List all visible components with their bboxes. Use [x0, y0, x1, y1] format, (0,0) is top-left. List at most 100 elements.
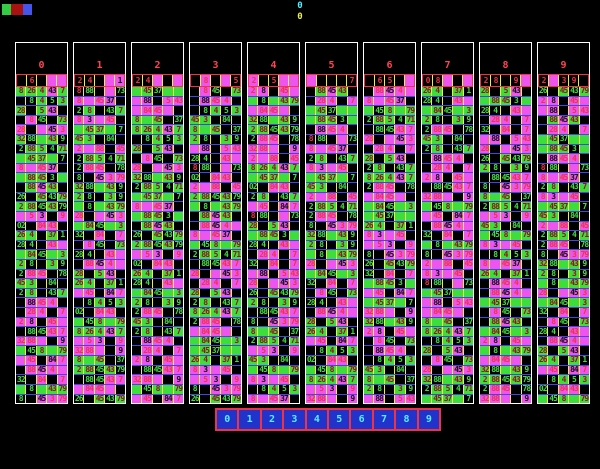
data-cell: 84 — [105, 288, 116, 298]
numpad-button-4[interactable]: 4 — [306, 410, 330, 429]
data-cell — [173, 211, 184, 221]
data-row: 8 43 79 — [480, 346, 532, 357]
numpad-button-2[interactable]: 2 — [261, 410, 285, 429]
data-cell — [521, 336, 532, 346]
data-cell: 45 — [558, 298, 570, 308]
data-cell — [538, 115, 549, 125]
data-row: 2 8 43 7 — [538, 183, 590, 193]
data-cell: 78 — [405, 183, 416, 192]
data-cell: 1 — [521, 269, 532, 279]
data-row: 28 4 43 — [132, 279, 184, 289]
data-cell: 7 — [57, 308, 68, 317]
data-cell: 4 — [558, 375, 570, 384]
column-9[interactable]: 9 2 3 9 26 45 43 79 2 8 45 88 5 43 88 45 43 28 4 7 45 37 88 45 3… — [537, 42, 590, 404]
column-1[interactable]: 1 2 4 1 8 88 73 8 45 37 2 8 43 7 8 3 45 45 37 7 45 3 84 2 88 45 2 8… — [73, 42, 126, 404]
column-6[interactable]: 6 6 5 88 45 4 8 45 37 45 8 79 2 88 5 4 71 88 45 43 7 28 45 3 28 4… — [363, 42, 416, 404]
data-cell: 3 — [173, 163, 184, 173]
data-row: 8 45 37 — [422, 317, 474, 328]
data-row: 02 84 43 — [190, 173, 242, 184]
data-cell: 79 — [115, 317, 126, 327]
numpad-button-9[interactable]: 9 — [418, 410, 440, 429]
data-row: 88 45 43 — [190, 211, 242, 222]
numpad-button-7[interactable]: 7 — [373, 410, 397, 429]
numpad-button-0[interactable]: 0 — [217, 410, 240, 429]
data-cell: 45 — [94, 163, 106, 173]
data-cell — [105, 231, 116, 240]
data-cell: 88 — [432, 279, 443, 288]
data-row: 2 88 45 78 — [248, 135, 300, 145]
data-cell — [152, 375, 164, 384]
data-cell: 7 — [579, 183, 590, 192]
column-3[interactable]: 3 8 5 8 45 73 88 45 4 8 4 5 3 45 3 84 8 45 37 2 8 3 9 88 5 43 28 4 4… — [189, 42, 242, 404]
data-row: 8 88 73 — [306, 135, 358, 145]
data-cell: 45 — [558, 250, 570, 259]
header-cell — [501, 75, 511, 86]
data-cell: 8 — [316, 288, 327, 298]
column-0[interactable]: 0 6 8 26 4 43 7 8 4 5 3 28 5 43 8 45 73 28 45 3 32 88 43 9 2 88 5 4… — [15, 42, 68, 404]
data-cell: 3 — [47, 173, 58, 183]
data-cell — [395, 375, 406, 384]
data-cell: 88 — [316, 231, 327, 240]
data-row: 2 8 45 — [132, 356, 184, 366]
data-cell: 88 — [142, 240, 153, 250]
numpad-button-1[interactable]: 1 — [239, 410, 262, 429]
data-cell: 28 — [480, 87, 491, 96]
data-cell: 37 — [231, 125, 242, 135]
data-row: 2 8 43 7 — [306, 154, 358, 164]
numpad-button-3[interactable]: 3 — [284, 410, 307, 429]
data-cell — [326, 240, 338, 250]
data-cell: 2 — [190, 298, 201, 308]
data-cell — [442, 144, 454, 154]
data-cell — [442, 365, 454, 375]
data-cell: 2 — [306, 240, 317, 250]
data-cell: 45 — [142, 87, 153, 96]
data-cell — [337, 211, 348, 221]
data-cell: 45 — [279, 375, 290, 384]
header-cell — [463, 75, 472, 86]
data-cell: 02 — [306, 356, 317, 365]
data-cell: 3 — [337, 240, 348, 250]
data-row: 84 45 3 — [364, 202, 416, 212]
data-row: 26 45 43 79 — [248, 288, 300, 299]
column-4[interactable]: 4 2 5 2 8 45 8 43 79 84 45 32 88 43 9 2 88 45 43 79 2 88 45 78 3… — [247, 42, 300, 404]
data-row: 45 8 79 — [480, 231, 532, 241]
data-cell: 3 — [405, 202, 416, 211]
data-cell: 43 — [453, 144, 464, 154]
data-cell: 8 — [316, 250, 327, 259]
data-cell: 43 — [279, 115, 290, 125]
column-2[interactable]: 2 2 4 45 37 88 5 43 84 45 8 45 37 8 26 4 43 7 8 4 5 3 28 5 43 8 45… — [131, 42, 184, 404]
data-cell: 7 — [289, 163, 300, 173]
numpad-button-5[interactable]: 5 — [329, 410, 352, 429]
column-5[interactable]: 5 7 88 45 43 28 4 7 45 37 88 45 3 88 45 4 8 88 73 8 45 37 2 8 43… — [305, 42, 358, 404]
data-cell — [279, 365, 290, 375]
data-cell: 2 — [74, 365, 85, 375]
data-cell — [558, 211, 570, 221]
data-cell: 3 — [384, 240, 396, 250]
data-cell: 37 — [384, 211, 396, 221]
data-cell: 88 — [142, 173, 153, 183]
data-cell — [115, 135, 126, 144]
numpad-button-8[interactable]: 8 — [396, 410, 419, 429]
header-cell — [337, 75, 347, 86]
data-cell: 7 — [57, 375, 68, 384]
column-8[interactable]: 8 2 8 9 28 5 43 88 45 3 28 4 43 28 4 7 32 84 7 88 5 43 28 45 3 26… — [479, 42, 532, 404]
data-cell: 5 — [442, 346, 454, 356]
data-cell: 45 — [84, 125, 95, 135]
numpad-button-6[interactable]: 6 — [351, 410, 374, 429]
column-7[interactable]: 7 0 8 26 4 37 1 28 4 43 84 45 3 2 8 3 9 2 88 45 78 45 3 84 2 8 43 7… — [421, 42, 474, 404]
data-row: 8 3 45 — [74, 115, 126, 126]
data-cell: 28 — [248, 279, 259, 288]
data-cell — [569, 394, 580, 404]
data-cell — [521, 221, 532, 231]
data-cell: 28 — [490, 115, 501, 125]
data-cell: 43 — [221, 394, 232, 404]
data-cell — [173, 356, 184, 365]
data-cell: 45 — [36, 183, 48, 192]
data-cell: 02 — [132, 259, 143, 269]
data-cell — [463, 308, 474, 317]
data-cell: 45 — [500, 154, 512, 163]
data-cell: 2 — [538, 240, 549, 250]
data-cell: 88 — [26, 298, 37, 308]
data-cell — [200, 173, 211, 183]
data-cell: 5 — [511, 250, 522, 259]
